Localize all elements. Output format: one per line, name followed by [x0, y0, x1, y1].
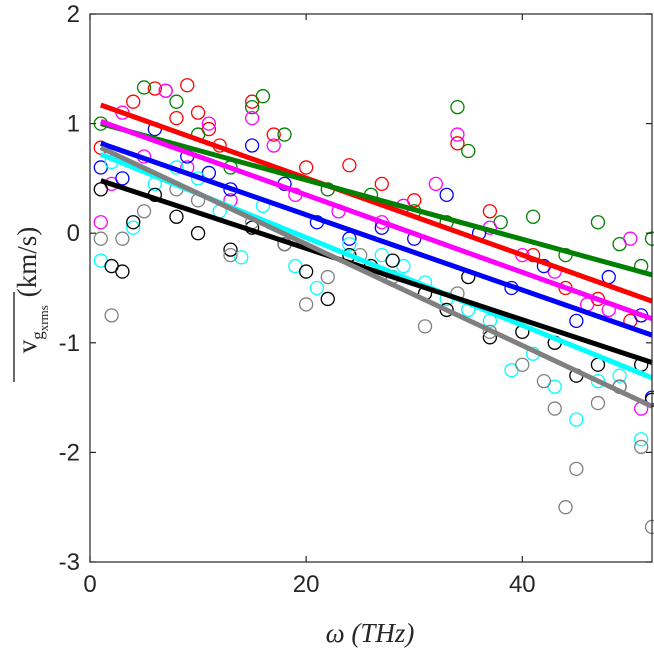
point-magenta-6: [201, 116, 217, 131]
fit-line-red: [99, 102, 653, 304]
point-magenta-15: [450, 127, 465, 142]
point-magenta-21: [623, 231, 638, 246]
axes: [89, 13, 653, 563]
point-black-14: [385, 253, 400, 268]
point-red-15: [450, 136, 465, 151]
point-gray-10: [320, 269, 335, 285]
point-black-6: [190, 226, 206, 241]
point-black-11: [320, 291, 335, 307]
point-black-0: [93, 182, 108, 197]
svg-text:ω (THz): ω (THz): [326, 618, 415, 648]
fit-line-black: [100, 178, 653, 365]
point-green-17: [590, 215, 606, 230]
y-tick-label-3: 0: [67, 220, 80, 247]
y-label-subsub: x: [36, 324, 51, 331]
point-gray-9: [298, 297, 314, 312]
point-green-20: [644, 231, 654, 246]
point-red-5: [180, 78, 195, 93]
point-gray-19: [558, 500, 573, 515]
point-red-11: [298, 160, 314, 175]
point-cyan-2: [126, 220, 141, 235]
point-gray-18: [547, 401, 562, 416]
point-gray-13: [417, 319, 433, 334]
ticks: 0 20 40 -3 -2 -1 0 1 2: [59, 1, 652, 598]
x-tick-label-1: 20: [293, 571, 320, 598]
point-black-3: [126, 215, 141, 230]
point-cyan-23: [612, 368, 627, 383]
x-tick-label-2: 40: [509, 571, 536, 598]
point-black-2: [115, 264, 130, 279]
y-tick-label-0: -3: [59, 549, 80, 576]
point-green-6: [255, 89, 271, 104]
point-cyan-10: [309, 280, 325, 296]
point-red-12: [342, 158, 357, 173]
point-magenta-9: [266, 138, 281, 153]
point-red-4: [169, 110, 184, 126]
point-gray-21: [590, 395, 606, 411]
point-gray-6: [223, 247, 238, 263]
y-tick-label-2: -1: [59, 330, 80, 357]
plot-frame: [89, 13, 653, 563]
point-gray-24: [644, 519, 654, 535]
x-tick-label-0: 0: [83, 571, 96, 598]
point-green-2: [169, 94, 184, 109]
point-blue-6: [244, 138, 260, 153]
point-gray-3: [136, 204, 152, 219]
point-green-7: [277, 127, 292, 142]
fit-line-gray: [99, 145, 654, 409]
point-green-13: [461, 143, 476, 159]
y-label-subsubsub: rms: [36, 305, 51, 325]
point-magenta-8: [244, 110, 260, 126]
point-blue-16: [569, 313, 584, 329]
point-black-7: [223, 242, 238, 257]
point-black-5: [169, 209, 184, 224]
point-cyan-21: [569, 412, 584, 427]
y-label-units: (km/s): [12, 227, 42, 298]
point-gray-1: [104, 308, 119, 323]
y-axis-label: vgxrms (km/s): [12, 227, 51, 382]
point-gray-23: [634, 439, 649, 455]
y-tick-label-4: 1: [67, 111, 80, 138]
point-green-1: [136, 80, 152, 95]
point-red-2: [147, 81, 163, 96]
y-tick-label-5: 2: [67, 1, 80, 28]
point-magenta-14: [428, 176, 444, 192]
point-cyan-24: [634, 432, 649, 447]
point-red-16: [482, 204, 498, 219]
point-green-5: [244, 100, 260, 115]
fit-line-magenta: [99, 119, 653, 322]
point-red-1: [126, 94, 141, 109]
y-tick-label-1: -2: [59, 439, 80, 466]
y-label-base: v: [12, 339, 42, 353]
point-black-10: [298, 264, 314, 279]
x-axis-label-text: ω (THz): [326, 618, 415, 648]
fit-lines: [99, 102, 654, 409]
point-gray-0: [93, 231, 108, 246]
point-gray-2: [115, 231, 130, 246]
point-cyan-7: [234, 250, 249, 265]
point-red-6: [190, 105, 206, 120]
point-green-15: [525, 209, 541, 224]
point-blue-12: [439, 187, 454, 202]
fit-line-blue: [99, 140, 653, 338]
point-black-16: [439, 302, 454, 318]
point-green-12: [450, 100, 465, 115]
svg-text:vgxrms(km/s): vgxrms (km/s): [12, 227, 51, 354]
point-gray-20: [569, 461, 584, 476]
fit-line-green: [100, 121, 653, 278]
y-label-sub: g: [28, 331, 47, 340]
point-gray-16: [515, 357, 530, 372]
point-cyan-11: [342, 237, 357, 252]
point-red-10: [266, 127, 281, 142]
point-blue-1: [115, 171, 130, 186]
x-axis-label: ω (THz): [326, 618, 415, 648]
point-magenta-4: [158, 83, 173, 98]
point-red-13: [374, 176, 389, 192]
point-gray-17: [536, 374, 552, 389]
point-cyan-22: [590, 374, 606, 389]
point-magenta-0: [93, 215, 108, 230]
